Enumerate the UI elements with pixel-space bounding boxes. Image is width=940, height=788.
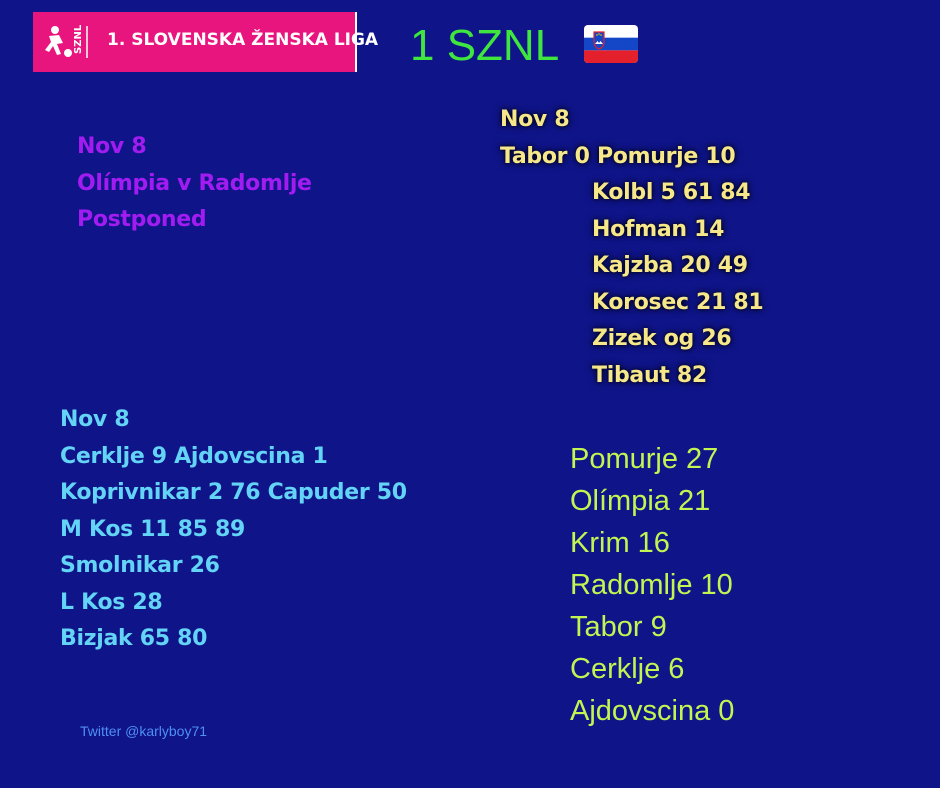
scorer-line: Smolnikar 26: [60, 553, 220, 578]
standings-row: Krim 16: [570, 527, 670, 559]
league-name: 1. SLOVENSKA ŽENSKA LIGA: [107, 30, 379, 50]
match-fixture: Olímpia v Radomlje: [77, 170, 312, 196]
scorer-line: Hofman 14: [592, 216, 725, 242]
scorer-line: M Kos 11 85 89: [60, 516, 246, 542]
standings-row: Radomlje 10: [570, 569, 733, 601]
slovenia-flag-icon: [583, 25, 638, 64]
standings-row: Tabor 9: [570, 611, 667, 643]
scorer-line: Bizjak 65 80: [60, 626, 208, 651]
league-logo: SZNL 1. SLOVENSKA ŽENSKA LIGA: [33, 12, 378, 72]
scorer-line: Kajzba 20 49: [592, 253, 748, 278]
match-cerklje-ajdovscina: Nov 8 Cerklje 9 Ajdovscina 1 Koprivnikar…: [60, 402, 407, 658]
scorer-line: L Kos 28: [60, 589, 163, 615]
twitter-handle: Twitter @karlyboy71: [80, 723, 208, 739]
match-status: Postponed: [77, 207, 207, 232]
match-olimpia-radomlje: Nov 8 Olímpia v Radomlje Postponed: [77, 129, 312, 239]
scorer-line: Kolbl 5 61 84: [592, 180, 751, 205]
league-standings: Pomurje 27 Olímpia 21 Krim 16 Radomlje 1…: [570, 438, 734, 732]
standings-row: Cerklje 6: [570, 653, 685, 685]
scorer-line: Korosec 21 81: [592, 289, 764, 315]
standings-row: Pomurje 27: [570, 443, 719, 475]
page-title-text: 1 SZNL: [410, 21, 558, 70]
match-result: Cerklje 9 Ajdovscina 1: [60, 443, 328, 469]
page-title: 1 SZNL: [410, 22, 638, 70]
match-tabor-pomurje: Nov 8 Tabor 0 Pomurje 10 Kolbl 5 61 84 H…: [500, 102, 764, 394]
logo-emblem-text: SZNL: [73, 24, 84, 54]
match-date: Nov 8: [500, 107, 570, 132]
match-date: Nov 8: [77, 134, 147, 159]
scorer-line: Tibaut 82: [592, 362, 707, 388]
match-result: Tabor 0 Pomurje 10: [500, 143, 736, 169]
scorer-line: Zizek og 26: [592, 326, 732, 351]
match-date: Nov 8: [60, 407, 130, 432]
standings-row: Olímpia 21: [570, 485, 711, 517]
league-emblem-icon: SZNL: [45, 24, 88, 58]
scorer-line: Koprivnikar 2 76 Capuder 50: [60, 480, 407, 505]
standings-row: Ajdovscina 0: [570, 695, 735, 727]
